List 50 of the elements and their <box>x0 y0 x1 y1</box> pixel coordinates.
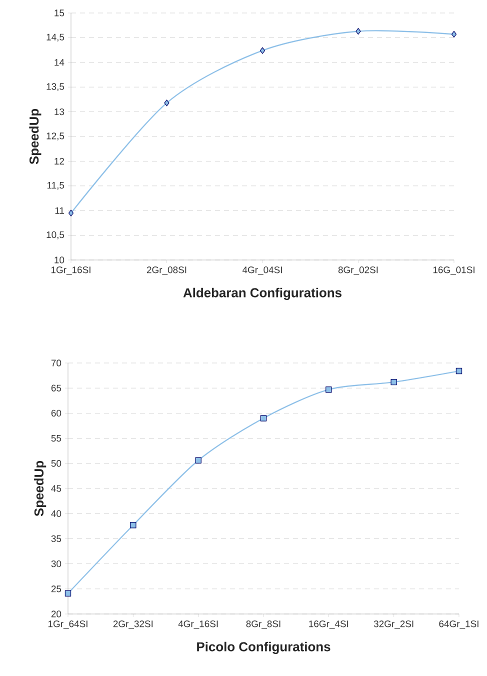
point <box>130 522 136 528</box>
point <box>195 457 202 464</box>
y-tick-label: 12 <box>54 158 64 164</box>
point <box>390 378 397 386</box>
point <box>260 415 267 422</box>
point <box>451 30 457 38</box>
y-tick-label: 65 <box>51 384 62 392</box>
y-tick-label: 14 <box>54 59 64 66</box>
y-tick-label: 13 <box>54 108 64 116</box>
point <box>68 210 74 216</box>
x-tick-label: 4Gr_16SI <box>178 620 218 629</box>
x-tick-label: 1Gr_64SI <box>48 620 88 629</box>
y-axis-title: SpeedUp <box>34 460 46 516</box>
x-tick-label: 16Gr_4SI <box>309 620 348 629</box>
y-tick-label: 10 <box>54 256 64 264</box>
y-tick-label: 55 <box>51 434 62 442</box>
y-tick-label: 11,5 <box>47 182 64 190</box>
y-tick-label: 13,5 <box>46 83 64 92</box>
x-tick-label: 8Gr_02SI <box>338 266 378 275</box>
y-tick-label: 14,5 <box>46 34 64 42</box>
y-tick-label: 25 <box>51 586 62 592</box>
x-tick-label: 8Gr_8SI <box>246 620 280 629</box>
y-tick-label: 30 <box>51 560 62 568</box>
y-tick-label: 35 <box>51 535 62 542</box>
point <box>64 590 72 597</box>
y-tick-label: 15 <box>54 10 64 16</box>
y-tick-label: 12,5 <box>46 132 64 140</box>
x-tick-label: 2Gr_32SI <box>113 620 153 629</box>
point <box>260 47 266 54</box>
x-tick-label: 1Gr_16SI <box>51 266 90 275</box>
y-tick-label: 60 <box>51 410 62 417</box>
x-axis-title: Picolo Configurations <box>197 642 330 654</box>
x-tick-label: 2Gr_08SI <box>146 266 186 275</box>
y-tick-label: 40 <box>51 510 62 517</box>
y-tick-label: 45 <box>51 485 62 492</box>
x-tick-label: 16G_01SI <box>433 266 474 275</box>
x-tick-label: 32Gr_2SI <box>374 620 414 629</box>
x-tick-label: 4Gr_04SI <box>242 266 282 275</box>
y-tick-label: 70 <box>51 360 62 366</box>
point <box>356 28 361 35</box>
x-axis-title: Aldebaran Configurations <box>183 288 342 300</box>
y-tick-label: 11 <box>55 207 64 214</box>
y-tick-label: 20 <box>51 610 62 618</box>
y-tick-label: 10,5 <box>46 231 64 240</box>
point <box>326 386 332 393</box>
y-tick-label: 50 <box>51 460 62 467</box>
x-tick-label: 64Gr_1SI <box>439 620 478 629</box>
point <box>164 100 170 106</box>
point <box>456 368 462 374</box>
y-axis-title: SpeedUp <box>29 108 42 164</box>
